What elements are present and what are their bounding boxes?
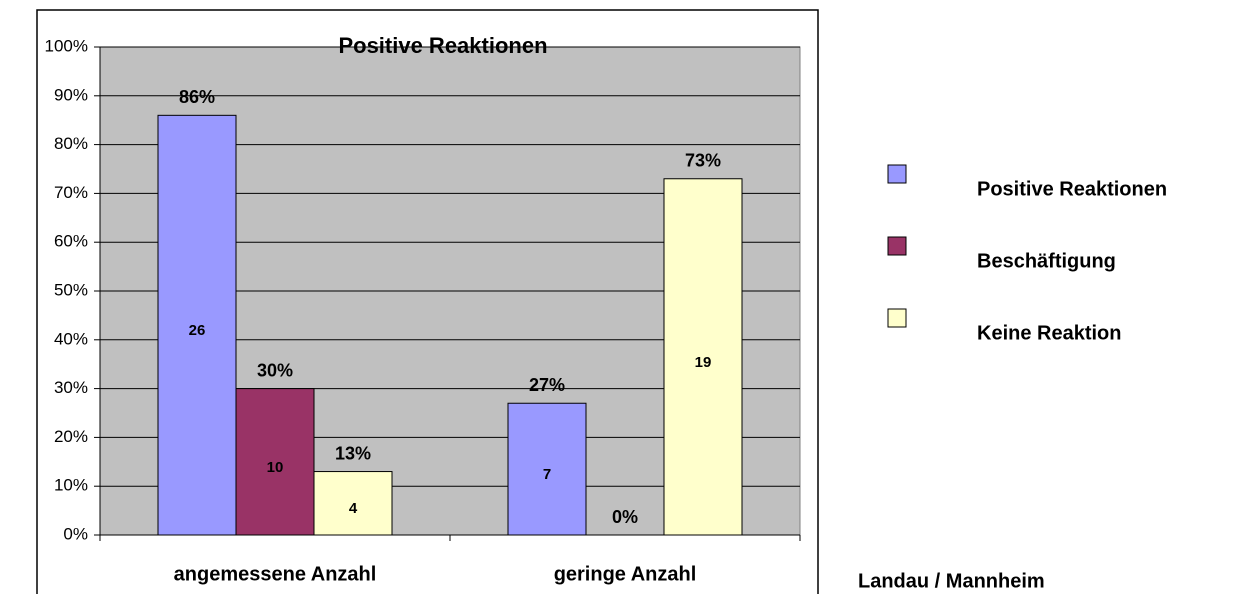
chart-title: Positive Reaktionen <box>338 33 547 58</box>
y-tick-label: 30% <box>54 378 88 397</box>
value-label: 0% <box>612 507 638 527</box>
value-label: 86% <box>179 87 215 107</box>
y-tick-label: 10% <box>54 476 88 495</box>
value-label: 27% <box>529 375 565 395</box>
y-tick-label: 90% <box>54 85 88 104</box>
value-label: 73% <box>685 151 721 171</box>
bar <box>157 114 237 536</box>
count-label: 26 <box>189 322 206 339</box>
legend-label: Positive Reaktionen <box>977 178 1167 200</box>
count-label: 7 <box>543 466 551 483</box>
value-label: 13% <box>335 443 371 463</box>
count-label: 4 <box>349 500 358 517</box>
count-label: 19 <box>695 354 712 371</box>
y-tick-label: 40% <box>54 329 88 348</box>
y-tick-label: 60% <box>54 232 88 251</box>
legend-label: Keine Reaktion <box>977 322 1121 344</box>
legend-swatch <box>887 236 907 256</box>
bar <box>663 178 743 536</box>
annotation: Landau / Mannheim <box>858 570 1045 592</box>
count-label: 10 <box>267 459 284 476</box>
legend-swatch <box>887 308 907 328</box>
y-tick-label: 50% <box>54 280 88 299</box>
bar <box>235 388 315 536</box>
y-tick-label: 0% <box>63 524 88 543</box>
value-label: 30% <box>257 360 293 380</box>
y-tick-label: 70% <box>54 183 88 202</box>
bar <box>507 402 587 536</box>
legend-label: Beschäftigung <box>977 250 1116 272</box>
y-tick-label: 100% <box>45 36 88 55</box>
x-tick-label: angemessene Anzahl <box>174 563 377 585</box>
legend-swatch <box>887 164 907 184</box>
bar <box>313 471 393 536</box>
y-tick-label: 20% <box>54 427 88 446</box>
y-tick-label: 80% <box>54 134 88 153</box>
x-tick-label: geringe Anzahl <box>554 563 697 585</box>
